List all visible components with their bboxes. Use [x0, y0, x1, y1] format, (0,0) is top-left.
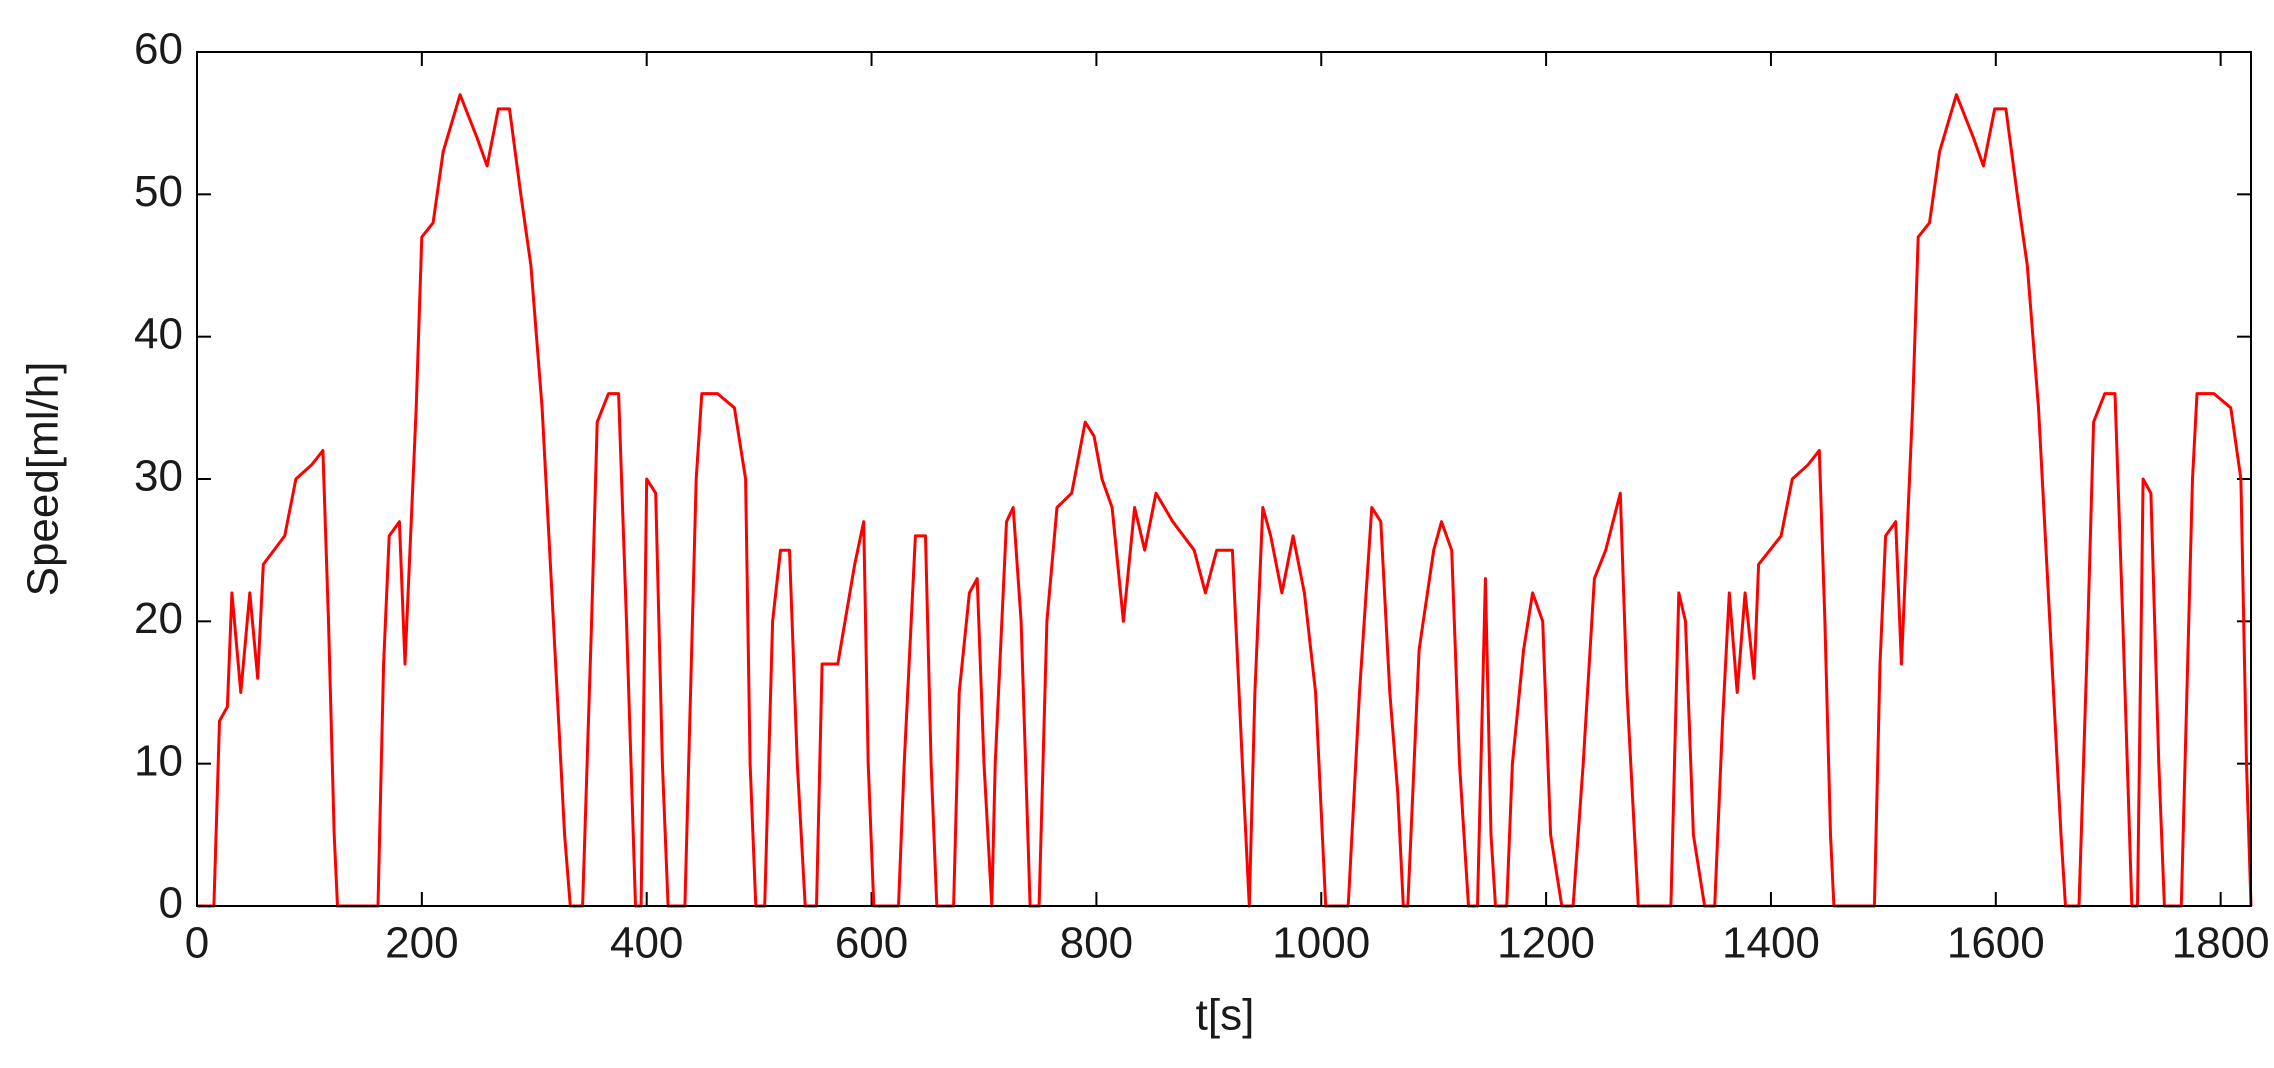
x-axis-label: t[s]	[1196, 991, 1255, 1040]
y-tick-label: 30	[134, 452, 183, 501]
x-tick-label: 200	[385, 919, 458, 968]
y-tick-label: 10	[134, 736, 183, 785]
x-tick-label: 1400	[1722, 919, 1820, 968]
x-tick-label: 1600	[1947, 919, 2045, 968]
y-tick-label: 60	[134, 25, 183, 74]
y-tick-label: 20	[134, 594, 183, 643]
x-tick-label: 600	[835, 919, 908, 968]
x-tick-label: 1000	[1272, 919, 1370, 968]
y-tick-label: 50	[134, 167, 183, 216]
speed-line	[197, 93, 2253, 908]
x-tick-label: 800	[1060, 919, 1133, 968]
x-tick-label: 1200	[1497, 919, 1595, 968]
plot-frame	[196, 51, 2252, 907]
y-axis-label: Speed[ml/h]	[19, 362, 68, 597]
x-tick-label: 400	[610, 919, 683, 968]
y-tick-label: 40	[134, 309, 183, 358]
x-tick-label: 0	[185, 919, 209, 968]
y-tick-label: 0	[159, 879, 183, 928]
x-tick-label: 1800	[2172, 919, 2270, 968]
